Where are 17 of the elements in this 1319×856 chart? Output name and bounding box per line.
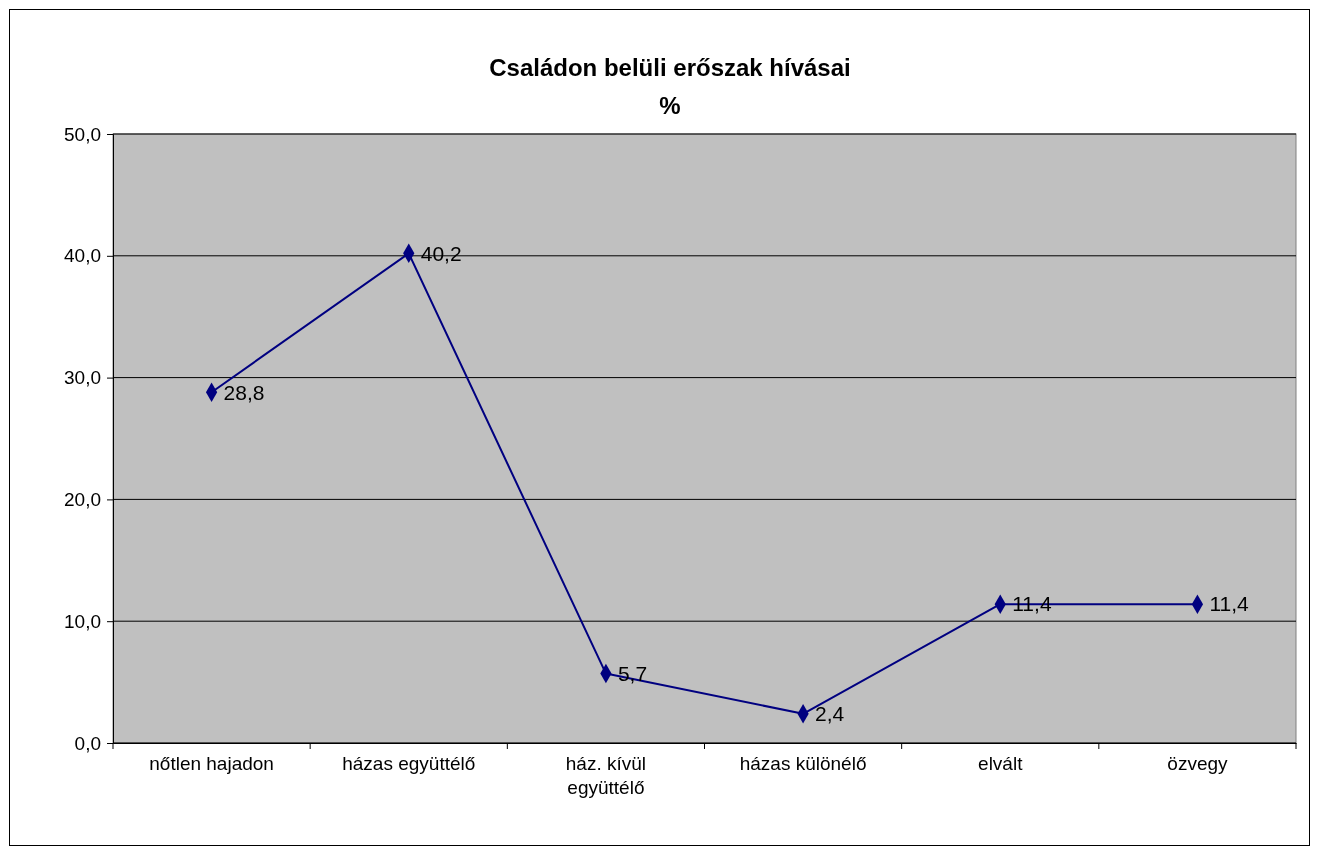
- x-tick-label: elvált: [978, 753, 1024, 775]
- chart-subtitle: %: [659, 92, 681, 119]
- x-tick-label: özvegy: [1167, 753, 1229, 775]
- y-tick-label: 20,0: [64, 488, 101, 510]
- data-label: 28,8: [223, 380, 265, 404]
- data-label: 2,4: [815, 702, 845, 726]
- chart-title: Családon belüli erőszak hívásai: [489, 54, 851, 81]
- y-tick-label: 0,0: [74, 732, 101, 754]
- y-tick-label: 50,0: [64, 123, 101, 145]
- y-tick-label: 40,0: [64, 245, 101, 267]
- data-label: 11,4: [1209, 592, 1250, 616]
- y-tick-label: 10,0: [64, 610, 101, 632]
- y-tick-label: 30,0: [64, 367, 101, 389]
- x-tick-label: ház. kívül együttélő: [565, 753, 647, 799]
- x-tick-label: nőtlen hajadon: [149, 753, 274, 775]
- x-tick-label: házas együttélő: [342, 753, 476, 775]
- x-tick-label: házas különélő: [739, 753, 867, 775]
